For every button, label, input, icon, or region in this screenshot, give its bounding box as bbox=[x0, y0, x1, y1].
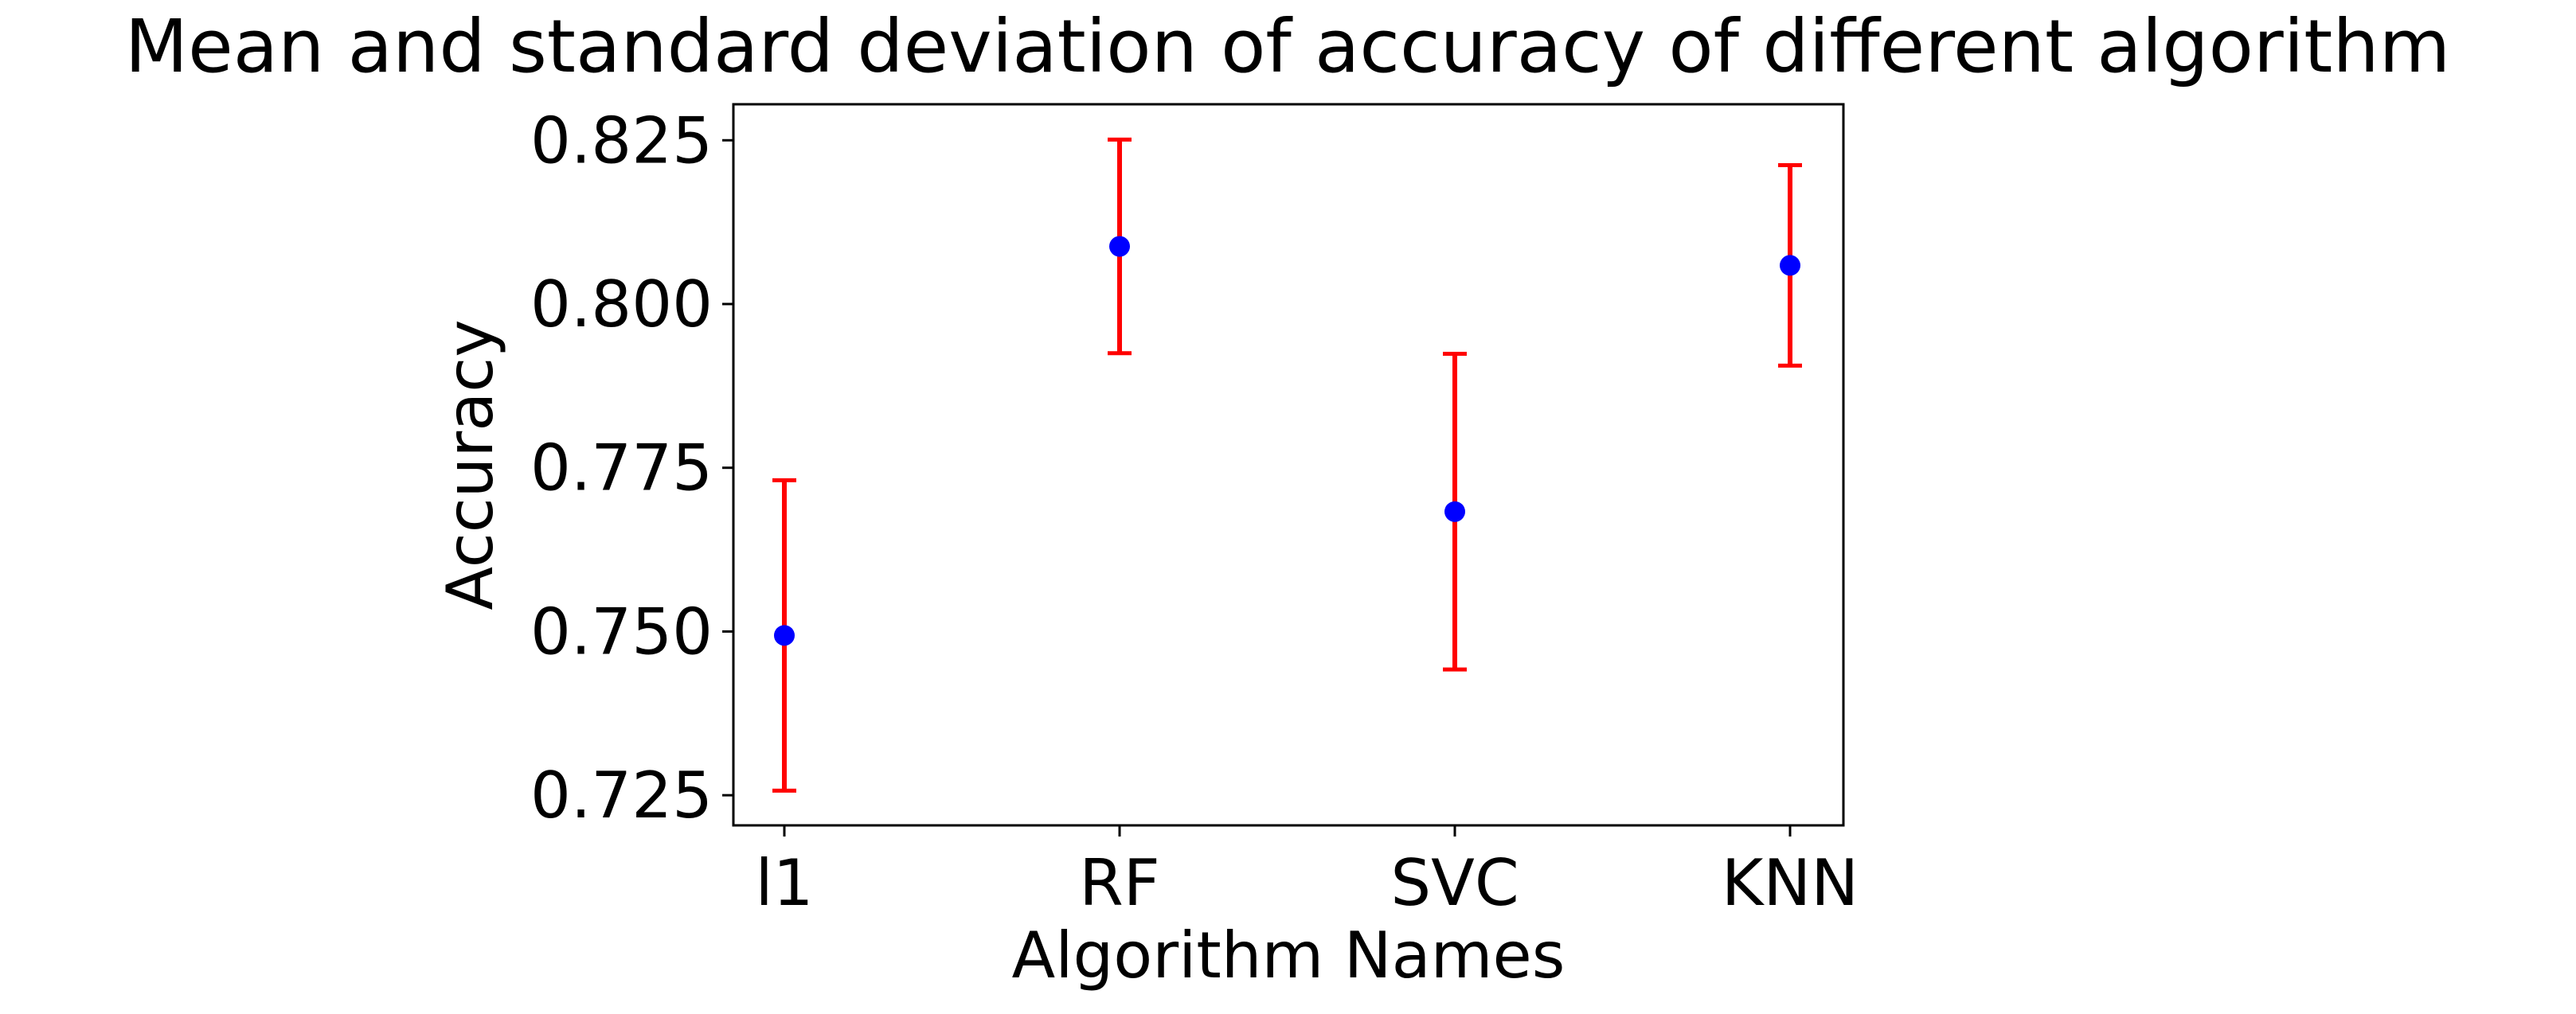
plot-area: 0.725 0.750 0.775 0.800 0.825 l1 RF SVC KNN bbox=[530, 103, 1859, 920]
errorbar-series bbox=[772, 137, 1802, 793]
x-axis: l1 RF SVC KNN bbox=[755, 825, 1859, 920]
x-tick-label: RF bbox=[1079, 846, 1160, 920]
y-axis-label: Accuracy bbox=[433, 319, 507, 610]
x-axis-label: Algorithm Names bbox=[1012, 918, 1566, 993]
y-tick-label: 0.775 bbox=[530, 431, 713, 505]
x-tick-label: KNN bbox=[1722, 846, 1859, 920]
mean-point bbox=[1109, 236, 1130, 257]
y-axis: 0.725 0.750 0.775 0.800 0.825 bbox=[530, 103, 733, 833]
y-tick-label: 0.725 bbox=[530, 759, 713, 833]
chart-title: Mean and standard deviation of accuracy … bbox=[125, 4, 2451, 89]
x-tick-label: SVC bbox=[1390, 846, 1519, 920]
plot-frame bbox=[732, 103, 1845, 827]
marker-series bbox=[774, 236, 1800, 646]
x-tick-label: l1 bbox=[755, 846, 813, 920]
mean-point bbox=[1444, 501, 1465, 522]
mean-point bbox=[1780, 255, 1800, 276]
y-tick-label: 0.825 bbox=[530, 103, 713, 177]
mean-point bbox=[774, 625, 795, 646]
y-tick-label: 0.750 bbox=[530, 595, 713, 669]
y-tick-label: 0.800 bbox=[530, 267, 713, 341]
